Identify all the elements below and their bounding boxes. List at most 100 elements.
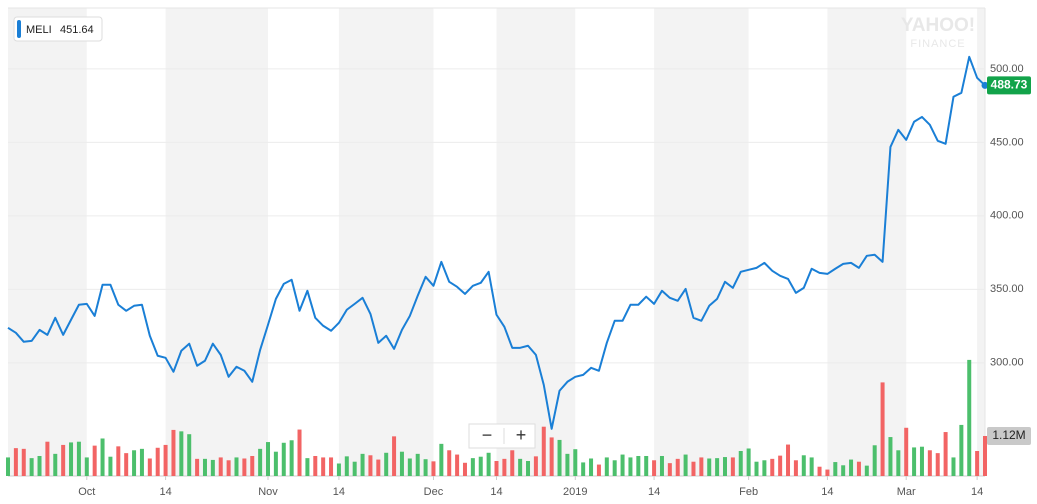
volume-bar — [518, 458, 523, 476]
volume-bar — [691, 461, 696, 476]
volume-bar — [967, 359, 972, 476]
volume-bar — [218, 457, 223, 476]
volume-bar — [392, 436, 397, 476]
volume-bar — [872, 445, 877, 476]
band — [8, 8, 87, 476]
volume-bar — [21, 448, 26, 476]
volume-bar — [116, 446, 121, 476]
volume-bar — [983, 435, 987, 476]
volume-bar — [210, 459, 215, 476]
volume-bar — [250, 455, 255, 476]
volume-bar — [667, 463, 672, 476]
x-tick-label: Nov — [258, 486, 278, 498]
last-volume-box — [987, 426, 1031, 445]
volume-bar — [486, 452, 491, 476]
volume-bar — [573, 449, 578, 476]
volume-bar — [636, 455, 641, 476]
volume-bar — [904, 427, 909, 476]
volume-bar — [935, 453, 940, 476]
volume-bar — [778, 455, 783, 476]
volume-bar — [84, 457, 89, 476]
volume-bar — [864, 465, 869, 476]
zoom-out[interactable]: − — [482, 425, 493, 445]
volume-bar — [281, 442, 286, 476]
volume-bar — [53, 453, 58, 476]
x-tick-label: 14 — [333, 486, 345, 498]
volume-bar — [809, 457, 814, 476]
volume-bar — [589, 458, 594, 476]
volume-bar — [762, 460, 767, 476]
volume-bar — [187, 434, 192, 476]
volume-bar — [61, 444, 66, 476]
volume-bar — [399, 451, 404, 476]
volume-bar — [620, 454, 625, 476]
volume-bar — [849, 459, 854, 476]
x-tick-label: 14 — [648, 486, 660, 498]
volume-bar — [76, 441, 81, 476]
volume-bar — [596, 464, 601, 476]
volume-bar — [683, 454, 688, 476]
volume-bar — [139, 448, 144, 476]
volume-bar — [975, 450, 980, 476]
volume-bar — [45, 441, 50, 476]
volume-bar — [896, 450, 901, 476]
y-tick-label: 400.00 — [990, 210, 1024, 222]
volume-bar — [92, 445, 97, 476]
volume-bar — [297, 429, 302, 476]
band — [827, 8, 907, 476]
x-tick-label: Mar — [897, 486, 916, 498]
x-tick-label: 14 — [159, 486, 171, 498]
last-point — [981, 81, 989, 89]
x-tick-label: Oct — [78, 486, 95, 498]
volume-bar — [344, 456, 349, 476]
volume-bar — [455, 454, 460, 476]
volume-bar — [659, 455, 664, 476]
volume-bar — [959, 424, 964, 476]
x-tick-label: Dec — [424, 486, 444, 498]
volume-bar — [6, 457, 10, 476]
volume-bar — [179, 431, 184, 476]
volume-bar — [825, 469, 830, 476]
legend-box — [13, 16, 103, 42]
band — [977, 8, 985, 476]
volume-bar — [360, 453, 365, 476]
last-volume-label: 1.12M — [992, 428, 1025, 442]
volume-bar — [927, 450, 932, 476]
y-tick-label: 450.00 — [990, 136, 1024, 148]
volume-bar — [541, 426, 546, 476]
volume-bar — [195, 458, 200, 476]
volume-bar — [715, 458, 720, 476]
volume-bar — [738, 450, 743, 476]
legend-swatch — [17, 20, 21, 38]
volume-bar — [439, 443, 444, 476]
zoom-in[interactable]: + — [516, 425, 527, 445]
volume-bar — [289, 440, 294, 476]
volume-bar — [29, 458, 34, 476]
volume-bar — [163, 444, 168, 476]
volume-bar — [856, 461, 861, 476]
x-tick-label: 14 — [971, 486, 983, 498]
volume-bar — [793, 460, 798, 476]
volume-bar — [549, 437, 554, 476]
volume-bar — [943, 432, 948, 476]
volume-bar — [801, 455, 806, 476]
volume-bar — [313, 455, 318, 476]
volume-bar — [384, 452, 389, 476]
volume-bar — [722, 457, 727, 476]
volume-bar — [273, 451, 278, 476]
volume-bar — [415, 453, 420, 476]
x-tick-label: 14 — [490, 486, 502, 498]
volume-bar — [675, 458, 680, 476]
volume-bar — [746, 448, 751, 476]
volume-bar — [557, 439, 562, 476]
volume-bar — [912, 447, 917, 476]
volume-bar — [258, 448, 263, 476]
volume-bar — [565, 453, 570, 476]
band — [338, 8, 434, 476]
volume-bar — [581, 462, 586, 476]
legend: MELI 451.64 — [13, 16, 103, 42]
y-tick-label: 500.00 — [990, 63, 1024, 75]
watermark: YAHOO! — [901, 15, 975, 36]
volume-bar — [202, 458, 207, 476]
